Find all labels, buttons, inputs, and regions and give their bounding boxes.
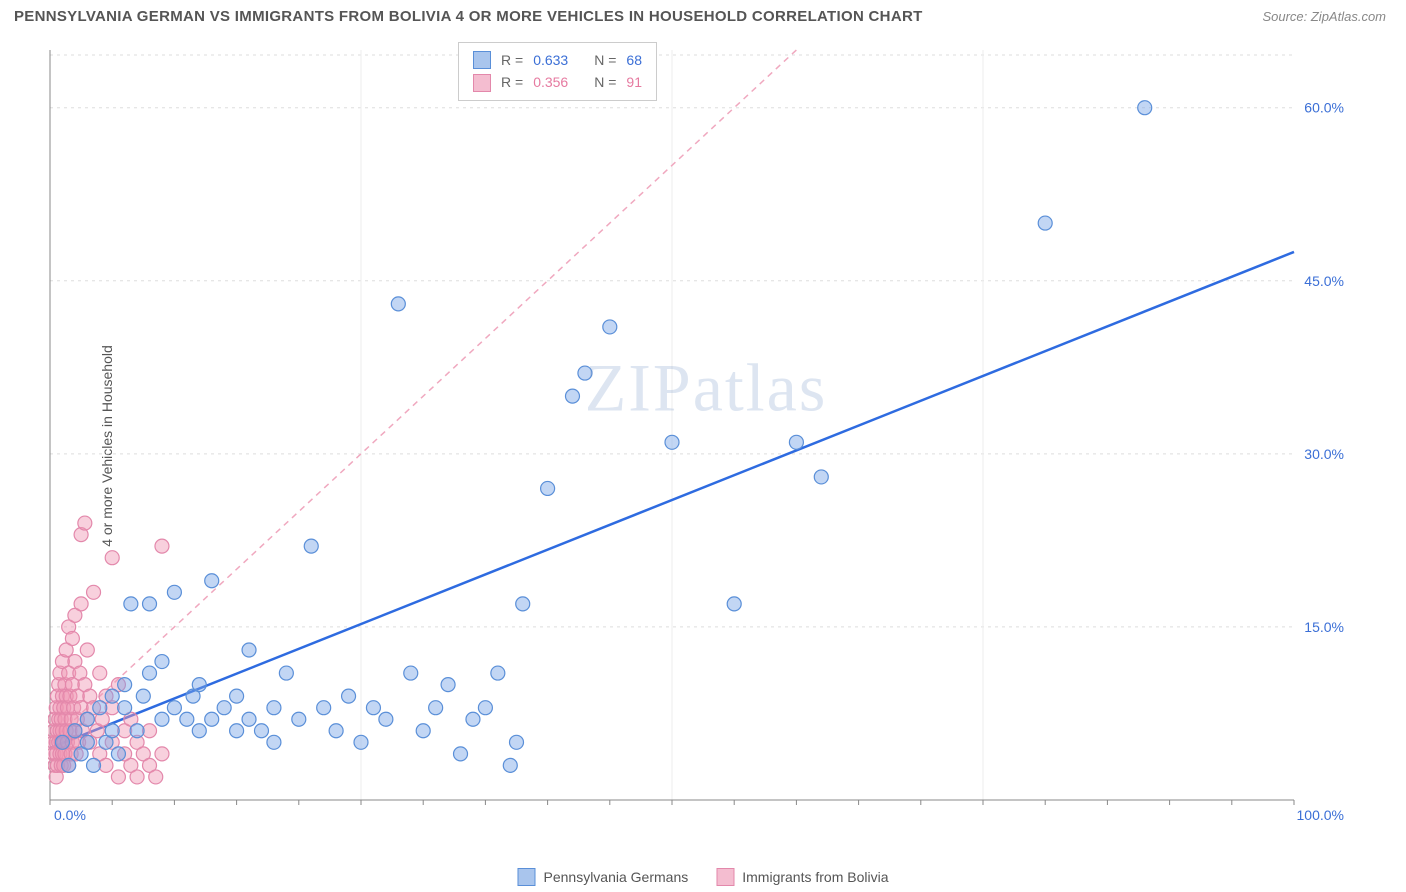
chart-area: 15.0%30.0%45.0%60.0%0.0%100.0% ZIPatlas [48,40,1364,830]
legend-stats-row-1: R = 0.633 N = 68 [473,49,642,71]
swatch-series-1 [716,868,734,886]
legend-label-1: Immigrants from Bolivia [742,869,888,885]
svg-text:100.0%: 100.0% [1297,807,1344,823]
r-label: R = [501,71,523,93]
n-label: N = [594,49,616,71]
swatch-series-1 [473,74,491,92]
svg-text:45.0%: 45.0% [1304,273,1344,289]
legend-stats: R = 0.633 N = 68 R = 0.356 N = 91 [458,42,657,101]
legend-item-1: Immigrants from Bolivia [716,868,888,886]
legend-item-0: Pennsylvania Germans [517,868,688,886]
chart-source: Source: ZipAtlas.com [1262,9,1386,24]
swatch-series-0 [473,51,491,69]
n-value-0: 68 [626,49,642,71]
n-label: N = [594,71,616,93]
chart-header: PENNSYLVANIA GERMAN VS IMMIGRANTS FROM B… [0,0,1406,31]
chart-title: PENNSYLVANIA GERMAN VS IMMIGRANTS FROM B… [14,8,923,25]
svg-text:30.0%: 30.0% [1304,446,1344,462]
swatch-series-0 [517,868,535,886]
scatter-plot: 15.0% 30.0% 45.0% 60.0% 0.0% 100.0% [48,40,1364,830]
r-value-1: 0.356 [533,71,568,93]
r-label: R = [501,49,523,71]
r-value-0: 0.633 [533,49,568,71]
legend-series: Pennsylvania Germans Immigrants from Bol… [517,868,888,886]
svg-text:15.0%: 15.0% [1304,619,1344,635]
n-value-1: 91 [626,71,642,93]
svg-text:0.0%: 0.0% [54,807,86,823]
legend-stats-row-2: R = 0.356 N = 91 [473,71,642,93]
svg-text:60.0%: 60.0% [1304,100,1344,116]
legend-label-0: Pennsylvania Germans [543,869,688,885]
